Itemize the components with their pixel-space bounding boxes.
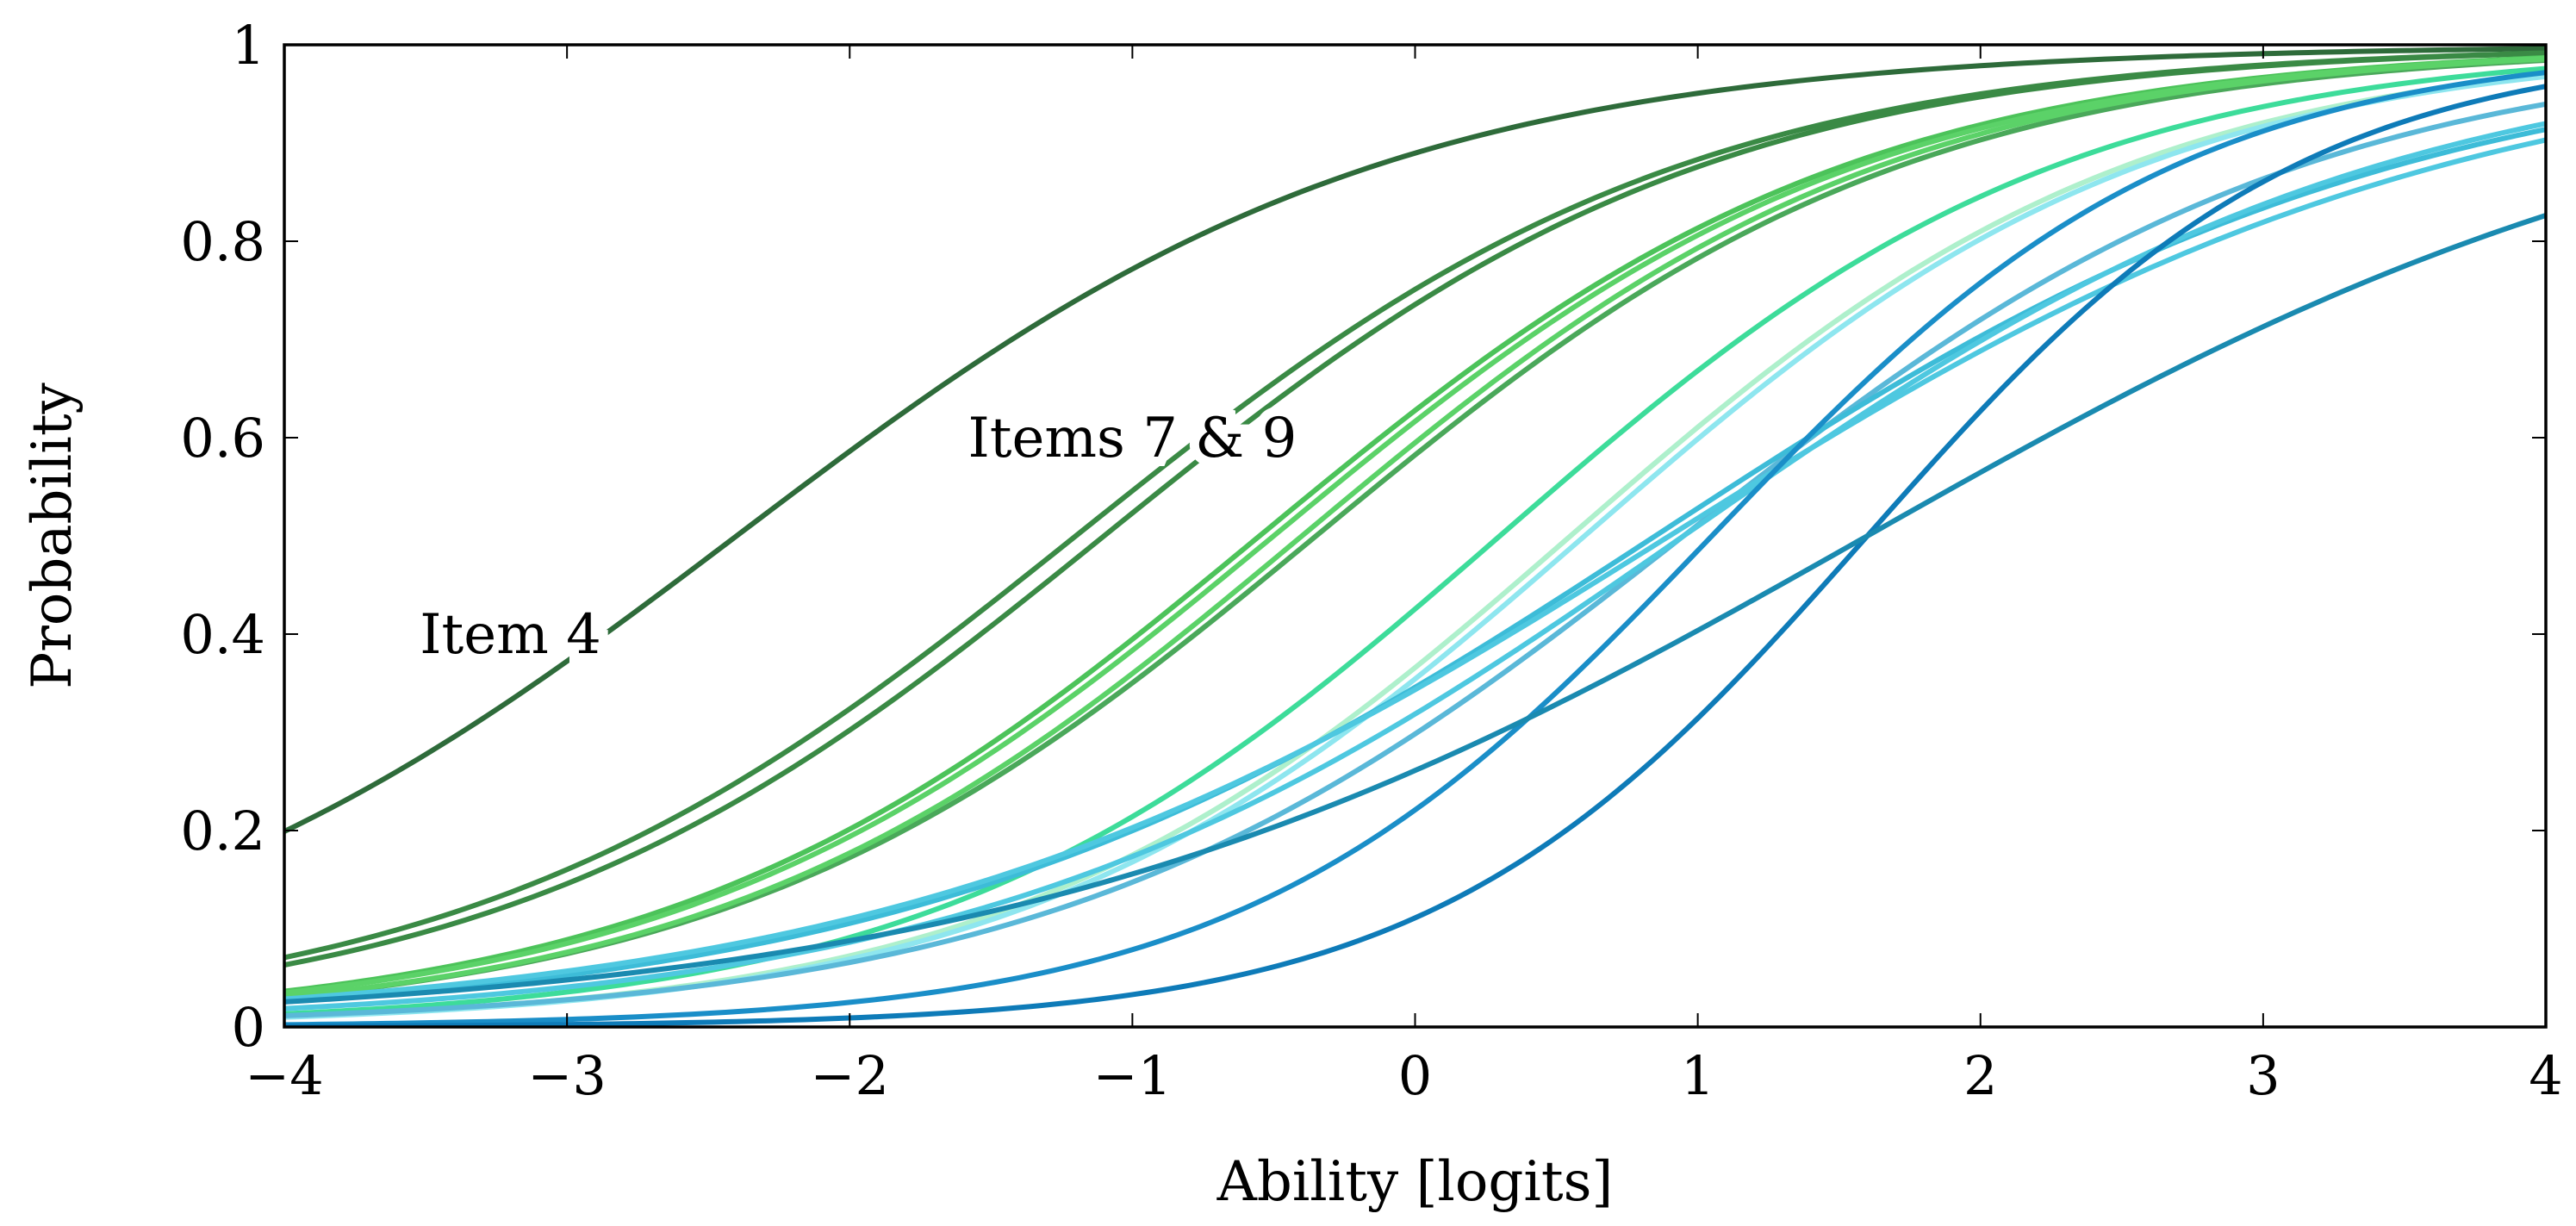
x-tick-label: −4 [245, 1044, 323, 1107]
annotations-layer: Item 4 Items 7 & 9 [410, 397, 1306, 676]
y-tick-label: 0 [232, 996, 265, 1059]
x-tick-label: −3 [527, 1044, 606, 1107]
x-tick-label: −1 [1093, 1044, 1172, 1107]
curve-series-16 [284, 84, 2546, 1027]
x-tick-label: −2 [811, 1044, 889, 1107]
y-tick-label: 1 [232, 14, 265, 77]
y-tick-label: 0.8 [180, 210, 265, 273]
curve-series-5 [284, 55, 2546, 996]
y-tick-label: 0.2 [180, 800, 265, 862]
y-tick-label: 0.4 [180, 603, 265, 666]
curve-series-8 [284, 65, 2546, 1017]
x-tick-label: 3 [2246, 1044, 2280, 1107]
annotation-label-2: Items 7 & 9 [968, 407, 1297, 470]
x-tick-label: 2 [1963, 1044, 1997, 1107]
curve-series-1 [284, 46, 2546, 834]
x-tick-label: 4 [2529, 1044, 2562, 1107]
curve-series-11 [284, 101, 2546, 1018]
y-tick-label: 0.6 [180, 407, 265, 470]
annotation-label-1: Item 4 [420, 603, 601, 667]
x-tick-label: 0 [1398, 1044, 1432, 1107]
curve-series-7 [284, 56, 2546, 1000]
curve-series-17 [284, 213, 2546, 1005]
curve-series-15 [284, 70, 2546, 1027]
plot-frame [283, 43, 2548, 1029]
curve-series-3 [284, 50, 2546, 968]
x-axis-title: Ability [logits] [1216, 1150, 1614, 1214]
curve-series-14 [284, 137, 2546, 1002]
x-tick-label: 1 [1681, 1044, 1714, 1107]
y-axis-title: Probability [21, 383, 84, 689]
curves-layer [284, 46, 2546, 1027]
ticks-layer: −4 −3 −2 −1 0 1 2 3 4 0 0.2 0.4 0.6 0.8 1 [180, 14, 2562, 1107]
